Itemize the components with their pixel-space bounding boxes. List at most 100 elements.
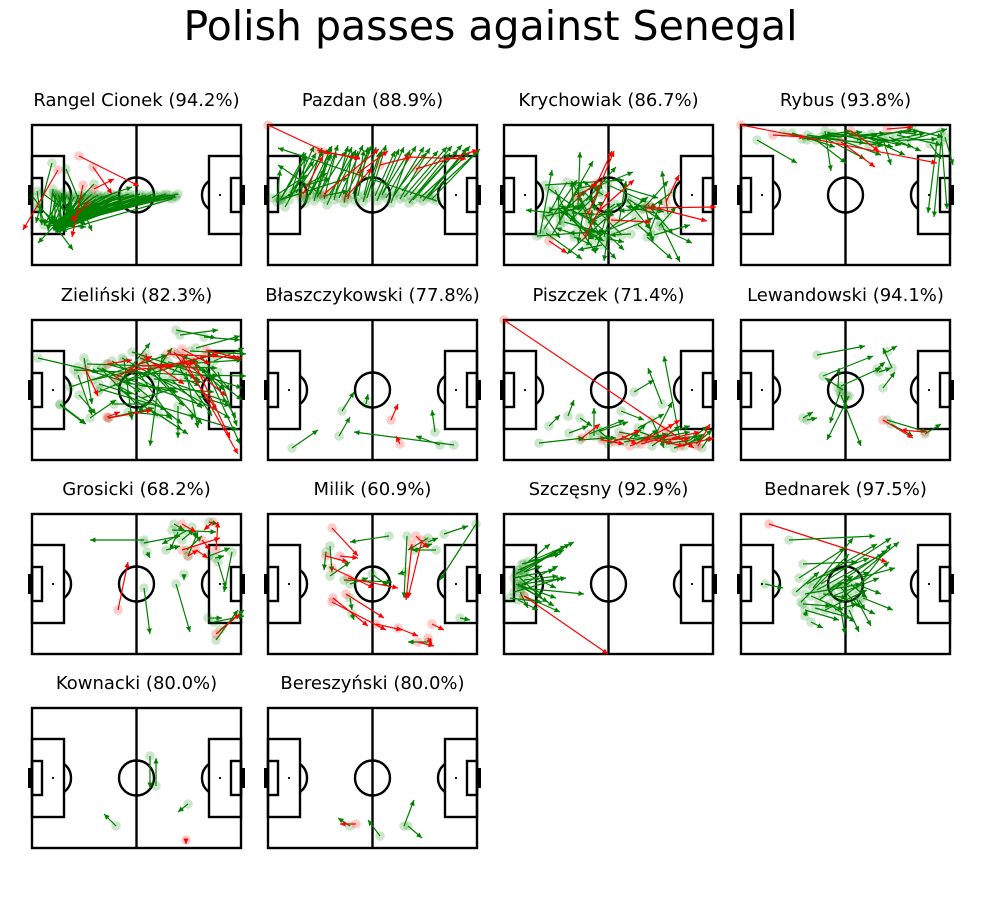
pass-arrow-completed [114, 401, 150, 407]
figure-title: Polish passes against Senegal [183, 2, 798, 50]
pass-map-panel: Grosicki (68.2%) [18, 479, 255, 658]
pass-arrow-completed [417, 144, 463, 194]
pass-origin-completed [173, 189, 183, 199]
pass-line [655, 401, 673, 435]
pass-arrowhead [687, 442, 694, 448]
pass-arrow-completed [78, 394, 97, 415]
pass-arrowhead [634, 205, 640, 211]
pass-arrowhead [862, 571, 869, 577]
pass-arrowhead [354, 430, 360, 436]
pass-line [78, 155, 140, 187]
pass-arrowhead [649, 236, 655, 242]
pass-arrowhead [113, 411, 120, 417]
pass-arrow-completed [788, 533, 876, 541]
pass-arrow-completed [647, 367, 663, 405]
pass-line [357, 146, 369, 197]
left-penalty-area [502, 154, 538, 236]
pass-line [353, 431, 455, 446]
pass-arrow-completed [103, 813, 117, 827]
pass-arrow-completed [175, 406, 181, 438]
pass-line [385, 145, 417, 199]
pass-arrowhead [554, 415, 560, 421]
pass-line [345, 167, 373, 198]
pass-line [856, 128, 914, 141]
pass-line [822, 355, 874, 377]
pass-line [846, 561, 890, 595]
pass-arrowhead [884, 367, 891, 373]
pass-arrowhead [626, 171, 633, 177]
pass-arrow-failed [166, 353, 243, 361]
pass-arrowhead [342, 558, 348, 564]
pass-arrow-completed [573, 236, 593, 246]
pass-line [101, 367, 141, 393]
right-goal [241, 574, 245, 594]
pass-arrow-failed [331, 567, 375, 589]
pass-line [513, 577, 563, 593]
pass-arrowhead [352, 554, 358, 560]
pass-arrowhead [444, 153, 450, 159]
left-goal [264, 768, 268, 788]
pass-arrowhead [859, 603, 865, 610]
pass-arrowhead [777, 584, 783, 590]
pass-line [587, 150, 615, 215]
pass-arrow-failed [195, 549, 209, 559]
pass-arrowhead [557, 549, 564, 555]
pass-arrowhead [366, 168, 372, 174]
pass-arrow-completed [588, 419, 625, 435]
pass-line [316, 149, 361, 160]
pass-arrow-failed [679, 436, 715, 447]
pass-line [37, 183, 95, 244]
pass-arrow-completed [41, 192, 87, 226]
pass-arrowhead [879, 362, 885, 368]
pass-arrowhead [213, 537, 220, 543]
left-penalty-area [266, 349, 302, 431]
pass-arrow-completed [277, 147, 438, 202]
pass-arrowhead [553, 607, 560, 613]
right-penalty-area [207, 154, 243, 236]
pass-line [544, 179, 625, 186]
pass-arrowhead [409, 800, 415, 807]
pass-arrowhead [382, 151, 388, 157]
pitch [28, 318, 247, 462]
pass-arrow-failed [181, 348, 211, 365]
pass-arrowhead [601, 648, 608, 654]
pass-arrowhead [34, 217, 40, 223]
pass-arrow-completed [364, 393, 370, 405]
pass-line [376, 148, 400, 202]
pass-arrowhead [836, 368, 842, 374]
pass-arrow-completed [609, 232, 632, 238]
pass-arrow-completed [651, 419, 665, 449]
pass-arrowhead [61, 226, 68, 232]
left-goal [500, 380, 504, 400]
left-goal [500, 574, 504, 594]
right-goal [477, 768, 481, 788]
pass-arrow-completed [810, 621, 824, 629]
pass-arrow-completed [862, 597, 894, 611]
pass-line [181, 355, 239, 455]
pass-arrow-completed [430, 409, 436, 433]
pass-line [183, 360, 227, 397]
pass-arrowhead [178, 806, 184, 812]
left-goal-area [739, 565, 753, 603]
pass-arrow-failed [339, 554, 359, 560]
pass-line [804, 609, 840, 621]
pass-arrowhead [362, 620, 368, 626]
pass-arrowhead [386, 579, 392, 585]
pass-arrowhead [124, 562, 130, 568]
pass-arrowhead [841, 628, 847, 634]
pass-arrowhead [104, 814, 110, 820]
pass-arrowhead [607, 209, 613, 216]
left-goal [737, 185, 741, 205]
pass-line [886, 419, 928, 433]
pitch [264, 512, 481, 656]
pass-arrow-completed [195, 334, 241, 349]
pass-arrowhead [416, 435, 423, 441]
pass-arrowhead [204, 544, 210, 550]
pass-arrowhead [80, 224, 86, 230]
pass-arrowhead [588, 196, 594, 202]
panel-title: Szczęsny (92.9%) [528, 479, 689, 500]
pass-arrowhead [549, 593, 556, 599]
pass-arrowhead [628, 180, 634, 186]
pass-line [179, 329, 219, 336]
pass-arrowhead [646, 231, 652, 237]
